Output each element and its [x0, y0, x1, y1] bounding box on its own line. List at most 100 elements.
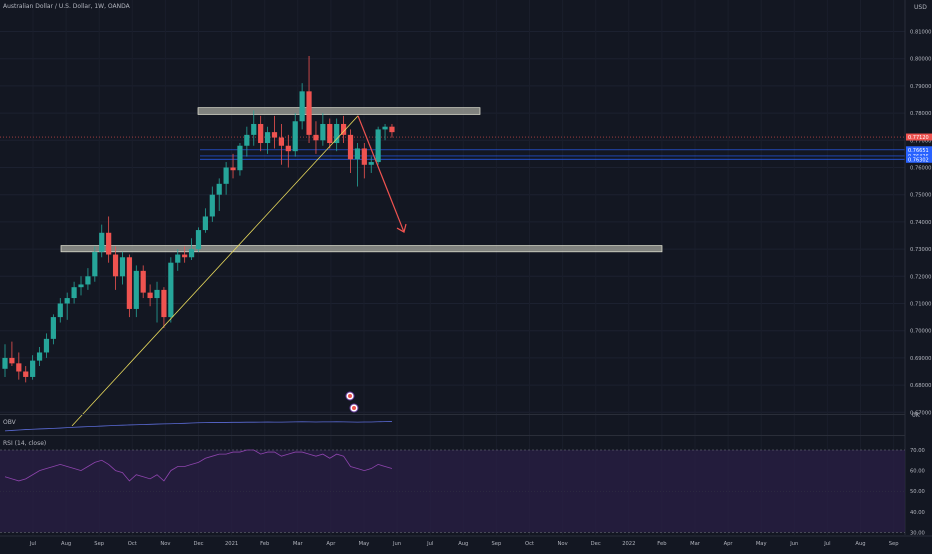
time-tick-label: Dec — [591, 541, 601, 547]
candle-body — [188, 249, 195, 258]
price-tick-label: 0.73000 — [910, 247, 931, 253]
price-axis[interactable]: 0.81000 0.80000 0.79000 0.78000 0.77000 0.760… — [904, 0, 932, 535]
candle-body — [230, 167, 236, 171]
time-tick-label: Sep — [492, 541, 502, 547]
price-tick-label: 0.79000 — [910, 84, 931, 90]
candle-body — [389, 126, 395, 133]
time-tick-label: Jul — [426, 541, 433, 547]
price-tick-label: 0.77000 — [910, 138, 931, 144]
price-tick-label: 0.75000 — [910, 193, 931, 199]
time-tick-label: Jul — [823, 541, 830, 547]
candle-body — [382, 126, 388, 130]
candle-body — [57, 303, 63, 318]
candle-body — [264, 132, 271, 144]
supply-demand-zones[interactable] — [60, 107, 663, 253]
level-price-value: 0.76651 — [908, 148, 929, 154]
event-markers[interactable] — [345, 391, 359, 413]
candle-body — [112, 254, 119, 277]
projection-arrow[interactable] — [357, 115, 405, 233]
candle-body — [140, 270, 146, 293]
candle-body — [258, 123, 264, 144]
candle-body — [375, 129, 381, 163]
obv-label[interactable]: OBV — [3, 419, 16, 426]
level-price-tag — [906, 146, 932, 154]
candle-body — [182, 254, 188, 258]
candle-body — [16, 363, 22, 372]
candle-body — [168, 262, 174, 318]
time-tick-label: Apr — [326, 541, 336, 547]
obv-line — [4, 421, 392, 432]
candle-body — [195, 230, 202, 250]
rsi-tick-label: 40.00 — [910, 510, 925, 516]
event-marker-dot — [348, 394, 352, 398]
last-price-value: 0.77120 — [908, 135, 929, 141]
rsi-pane: 70.00 60.00 50.00 40.00 30.00 — [0, 448, 925, 536]
time-tick-label: Aug — [458, 541, 468, 547]
price-tick-label: 0.69000 — [910, 356, 931, 362]
candle-body — [237, 145, 243, 171]
time-tick-label: Sep — [889, 541, 899, 547]
rsi-tick-label: 60.00 — [910, 469, 925, 475]
price-tick-label: 0.67000 — [910, 410, 931, 416]
price-tick-label: 0.70000 — [910, 329, 931, 335]
candle-body — [340, 123, 347, 135]
time-tick-label: Sep — [94, 541, 104, 547]
candle-body — [64, 298, 70, 304]
obv-scale-label: 0K — [912, 412, 920, 419]
time-tick-label: 2021 — [225, 541, 238, 547]
candle-body — [216, 183, 222, 195]
level-price-tag — [906, 155, 932, 163]
candlestick-series — [2, 55, 395, 383]
time-tick-label: Mar — [293, 541, 304, 547]
obv-pane — [0, 414, 905, 436]
time-tick-label: Feb — [657, 541, 667, 547]
candle-body — [368, 162, 374, 165]
candle-body — [161, 289, 167, 318]
candle-body — [30, 360, 36, 377]
candle-body — [175, 254, 181, 263]
candle-body — [9, 357, 15, 364]
candle-body — [251, 123, 257, 135]
candle-body — [71, 287, 77, 299]
candle-body — [147, 292, 153, 299]
level-price-value: 0.76302 — [908, 157, 929, 163]
time-tick-label: Oct — [525, 541, 534, 547]
drawings[interactable] — [71, 115, 407, 427]
rsi-tick-label: 70.00 — [910, 448, 925, 454]
zone-rectangle[interactable] — [197, 107, 481, 115]
price-tick-label: 0.78000 — [910, 111, 931, 117]
price-tick-label: 0.76000 — [910, 166, 931, 172]
time-tick-label: Feb — [260, 541, 270, 547]
candle-body — [2, 357, 8, 369]
candle-body — [313, 134, 319, 141]
rsi-label[interactable]: RSI (14, close) — [3, 440, 47, 447]
time-tick-label: Mar — [690, 541, 701, 547]
candle-body — [271, 132, 278, 138]
price-tick-label: 0.68000 — [910, 383, 931, 389]
rsi-line — [4, 449, 393, 482]
candle-body — [354, 148, 361, 160]
time-tick-label: May — [756, 541, 767, 547]
zone-rectangle[interactable] — [60, 245, 663, 253]
time-axis[interactable]: Jul Aug Sep Oct Nov Dec 2021 Feb Mar Apr May Jun Jul… — [0, 535, 932, 547]
time-tick-label: Jul — [29, 541, 36, 547]
candle-body — [154, 289, 160, 299]
time-tick-label: Dec — [193, 541, 203, 547]
time-tick-label: Nov — [558, 541, 568, 547]
trendline[interactable] — [71, 115, 359, 427]
time-tick-label: Aug — [855, 541, 865, 547]
candle-body — [223, 167, 229, 184]
currency-label: USD — [914, 4, 927, 11]
candle-body — [347, 134, 354, 160]
candle-body — [36, 352, 43, 361]
price-tick-label: 0.74000 — [910, 220, 931, 226]
candle-body — [299, 91, 305, 122]
price-tick-label: 0.81000 — [910, 30, 931, 36]
candle-body — [285, 145, 291, 152]
candle-body — [50, 317, 56, 339]
candle-body — [244, 134, 250, 146]
candle-body — [327, 123, 333, 144]
time-tick-label: May — [359, 541, 370, 547]
